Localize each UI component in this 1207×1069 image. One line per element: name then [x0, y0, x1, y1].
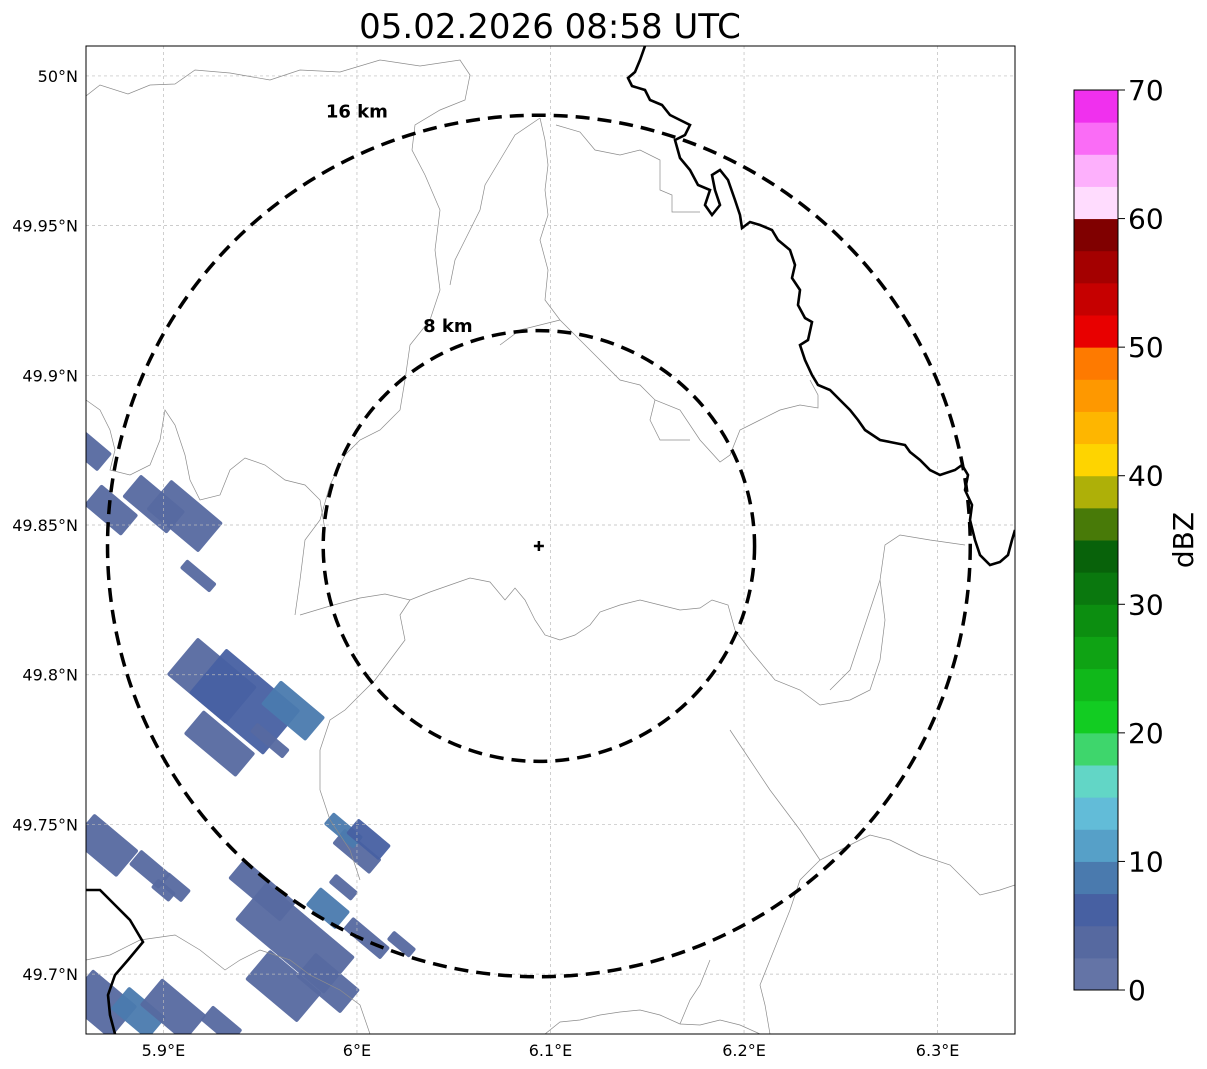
colorbar-swatch	[1074, 925, 1118, 959]
colorbar-tick-label: 30	[1128, 588, 1164, 621]
national-borders	[86, 46, 1015, 1034]
colorbar-swatch	[1074, 250, 1118, 284]
colorbar-tick-label: 10	[1128, 845, 1164, 878]
echo-cell	[324, 812, 363, 848]
echo-cell	[245, 950, 321, 1022]
range-rings: 8 km 16 km	[105, 102, 972, 979]
gridlines	[86, 46, 1015, 1034]
colorbar-swatch	[1074, 154, 1118, 187]
lat-tick-label: 49.7°N	[22, 965, 78, 984]
colorbar-swatch	[1074, 411, 1118, 445]
colorbar-swatch	[1074, 700, 1118, 734]
latitude-ticks: 49.7°N 49.75°N 49.8°N 49.85°N 49.9°N 49.95°N 5…	[12, 67, 78, 984]
colorbar-tick-label: 0	[1128, 974, 1146, 1007]
echo-cell	[86, 969, 137, 1034]
colorbar-swatch	[1074, 90, 1118, 123]
echo-cell	[387, 931, 416, 958]
lat-tick-label: 49.8°N	[22, 666, 78, 685]
colorbar-swatch	[1074, 829, 1118, 862]
colorbar-swatch	[1074, 347, 1118, 380]
colorbar-swatch	[1074, 315, 1118, 348]
colorbar-tick-label: 40	[1128, 460, 1164, 493]
echo-cell	[343, 917, 390, 959]
lat-tick-label: 49.75°N	[12, 815, 78, 834]
colorbar-swatch	[1074, 797, 1118, 830]
colorbar-tick-label: 60	[1128, 203, 1164, 236]
echo-cell	[86, 484, 138, 536]
colorbar-swatch	[1074, 507, 1118, 541]
echo-cell	[129, 850, 171, 889]
echo-cell	[306, 887, 350, 929]
admin-boundaries	[86, 59, 1015, 1034]
colorbar-swatch	[1074, 572, 1118, 605]
lon-tick-label: 6.2°E	[722, 1041, 766, 1060]
colorbar-swatch	[1074, 282, 1118, 316]
colorbar-tick-label: 20	[1128, 717, 1164, 750]
colorbar-tick-label: 70	[1128, 74, 1164, 107]
ring-label: 8 km	[423, 316, 473, 337]
colorbar-swatch	[1074, 443, 1118, 477]
lat-tick-label: 49.9°N	[22, 366, 78, 385]
echo-cell	[184, 710, 255, 777]
echo-cell	[86, 429, 112, 471]
echo-cell	[159, 872, 191, 902]
echo-cell	[180, 559, 216, 592]
echo-cell	[201, 1005, 242, 1034]
colorbar-swatch	[1074, 122, 1118, 155]
echo-cell	[111, 987, 166, 1034]
colorbar-swatch	[1074, 540, 1118, 573]
map-area: 8 km 16 km	[85, 45, 1016, 1035]
lon-tick-label: 6°E	[343, 1041, 371, 1060]
colorbar-swatch	[1074, 636, 1118, 670]
colorbar-title: dBZ	[1167, 512, 1200, 568]
echo-cell	[329, 874, 358, 901]
echo-cell	[86, 814, 138, 877]
colorbar-swatch	[1074, 861, 1118, 895]
colorbar: 0 10 20 30 40 50 60 70 dBZ	[1073, 74, 1200, 1007]
radar-site-marker	[533, 540, 544, 551]
colorbar-swatch	[1074, 732, 1118, 766]
colorbar-swatch	[1074, 475, 1118, 509]
ring-label: 16 km	[326, 102, 388, 123]
colorbar-ticks: 0 10 20 30 40 50 60 70	[1118, 74, 1164, 1007]
lat-tick-label: 50°N	[38, 67, 78, 86]
range-ring-8km	[321, 328, 757, 764]
map-title: 05.02.2026 08:58 UTC	[359, 7, 741, 47]
echo-cell	[151, 879, 176, 902]
colorbar-swatch	[1074, 379, 1118, 412]
colorbar-swatches	[1074, 90, 1118, 991]
colorbar-swatch	[1074, 186, 1118, 220]
map-frame	[85, 45, 1016, 1035]
colorbar-tick-label: 50	[1128, 331, 1164, 364]
lat-tick-label: 49.85°N	[12, 516, 78, 535]
echo-cell	[140, 978, 206, 1034]
longitude-ticks: 5.9°E 6°E 6.1°E 6.2°E 6.3°E	[142, 1041, 960, 1060]
colorbar-frame	[1073, 89, 1119, 991]
colorbar-swatch	[1074, 893, 1118, 927]
colorbar-swatch	[1074, 218, 1118, 252]
echo-cell	[296, 953, 360, 1013]
lon-tick-label: 6.3°E	[916, 1041, 960, 1060]
lon-tick-label: 5.9°E	[142, 1041, 186, 1060]
lat-tick-label: 49.95°N	[12, 217, 78, 236]
colorbar-swatch	[1074, 957, 1118, 991]
echo-cell	[261, 680, 325, 741]
echo-cell	[346, 819, 391, 860]
lon-tick-label: 6.1°E	[529, 1041, 573, 1060]
range-ring-16km	[105, 113, 972, 979]
echo-cell	[250, 723, 290, 758]
colorbar-swatch	[1074, 668, 1118, 702]
echo-cell	[189, 649, 300, 755]
echo-cell	[147, 480, 223, 552]
colorbar-swatch	[1074, 765, 1118, 798]
colorbar-swatch	[1074, 604, 1118, 637]
